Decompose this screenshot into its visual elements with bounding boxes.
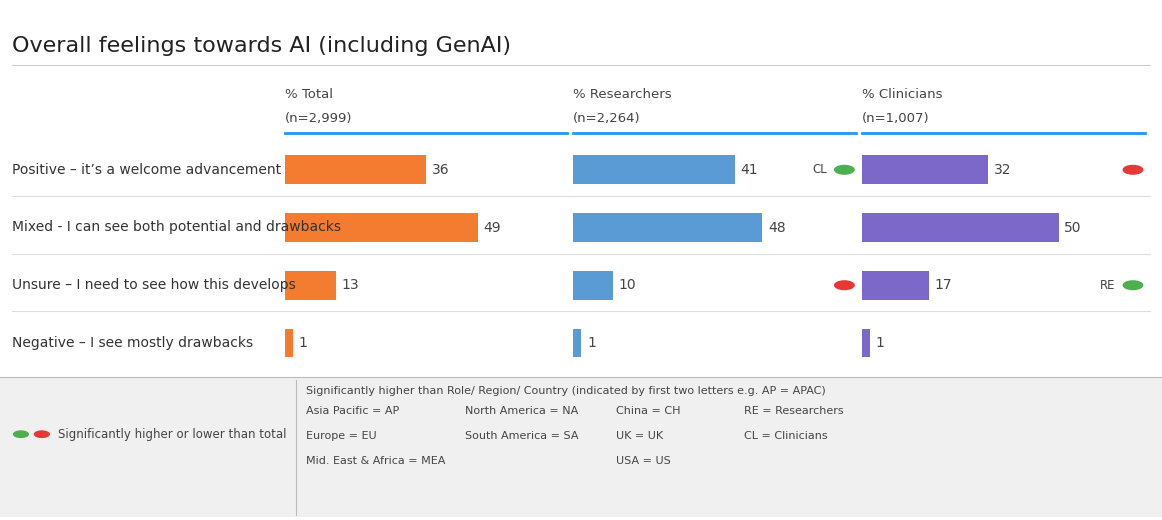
Text: % Total: % Total xyxy=(285,88,332,101)
Text: Negative – I see mostly drawbacks: Negative – I see mostly drawbacks xyxy=(12,336,253,350)
Bar xyxy=(862,213,1059,242)
Text: % Researchers: % Researchers xyxy=(573,88,672,101)
Text: 13: 13 xyxy=(342,278,359,292)
Ellipse shape xyxy=(34,430,50,438)
Text: 1: 1 xyxy=(876,336,884,350)
Ellipse shape xyxy=(1122,280,1143,290)
Text: 17: 17 xyxy=(934,278,952,292)
Text: North America = NA: North America = NA xyxy=(465,406,578,415)
Text: Positive – it’s a welcome advancement: Positive – it’s a welcome advancement xyxy=(12,163,281,177)
Text: 36: 36 xyxy=(432,163,450,177)
Text: (n=2,999): (n=2,999) xyxy=(285,112,352,125)
Text: Overall feelings towards AI (including GenAI): Overall feelings towards AI (including G… xyxy=(12,36,510,56)
Text: (n=2,264): (n=2,264) xyxy=(573,112,641,125)
Bar xyxy=(573,271,612,300)
Text: (n=1,007): (n=1,007) xyxy=(862,112,930,125)
Text: China = CH: China = CH xyxy=(616,406,681,415)
Text: 10: 10 xyxy=(618,278,636,292)
Bar xyxy=(285,329,293,357)
Text: 1: 1 xyxy=(587,336,596,350)
Text: 48: 48 xyxy=(768,220,786,235)
Text: USA = US: USA = US xyxy=(616,456,670,465)
Text: 32: 32 xyxy=(994,163,1011,177)
Text: Significantly higher or lower than total: Significantly higher or lower than total xyxy=(58,427,287,441)
Bar xyxy=(862,329,870,357)
Text: 49: 49 xyxy=(483,220,501,235)
Text: Unsure – I need to see how this develops: Unsure – I need to see how this develops xyxy=(12,278,295,292)
Text: CL = Clinicians: CL = Clinicians xyxy=(744,431,827,440)
Bar xyxy=(285,155,426,184)
Text: Europe = EU: Europe = EU xyxy=(306,431,376,440)
Bar xyxy=(285,271,336,300)
Text: Asia Pacific = AP: Asia Pacific = AP xyxy=(306,406,399,415)
Text: RE: RE xyxy=(1100,279,1116,292)
Text: 50: 50 xyxy=(1064,220,1082,235)
Bar xyxy=(862,155,988,184)
Text: Mixed - I can see both potential and drawbacks: Mixed - I can see both potential and dra… xyxy=(12,220,340,235)
Ellipse shape xyxy=(834,165,855,175)
Ellipse shape xyxy=(13,430,29,438)
Text: % Clinicians: % Clinicians xyxy=(862,88,942,101)
Text: CL: CL xyxy=(812,163,827,176)
Bar xyxy=(0,377,1162,517)
Bar xyxy=(573,155,734,184)
Text: Significantly higher than Role/ Region/ Country (indicated by first two letters : Significantly higher than Role/ Region/ … xyxy=(306,386,825,396)
Bar xyxy=(573,329,581,357)
Bar xyxy=(862,271,928,300)
Bar xyxy=(285,213,478,242)
Bar xyxy=(573,213,762,242)
Text: RE = Researchers: RE = Researchers xyxy=(744,406,844,415)
Text: Mid. East & Africa = MEA: Mid. East & Africa = MEA xyxy=(306,456,445,465)
Text: South America = SA: South America = SA xyxy=(465,431,579,440)
Ellipse shape xyxy=(834,280,855,290)
Text: UK = UK: UK = UK xyxy=(616,431,664,440)
Text: 41: 41 xyxy=(740,163,758,177)
Ellipse shape xyxy=(1122,165,1143,175)
Text: 1: 1 xyxy=(299,336,308,350)
